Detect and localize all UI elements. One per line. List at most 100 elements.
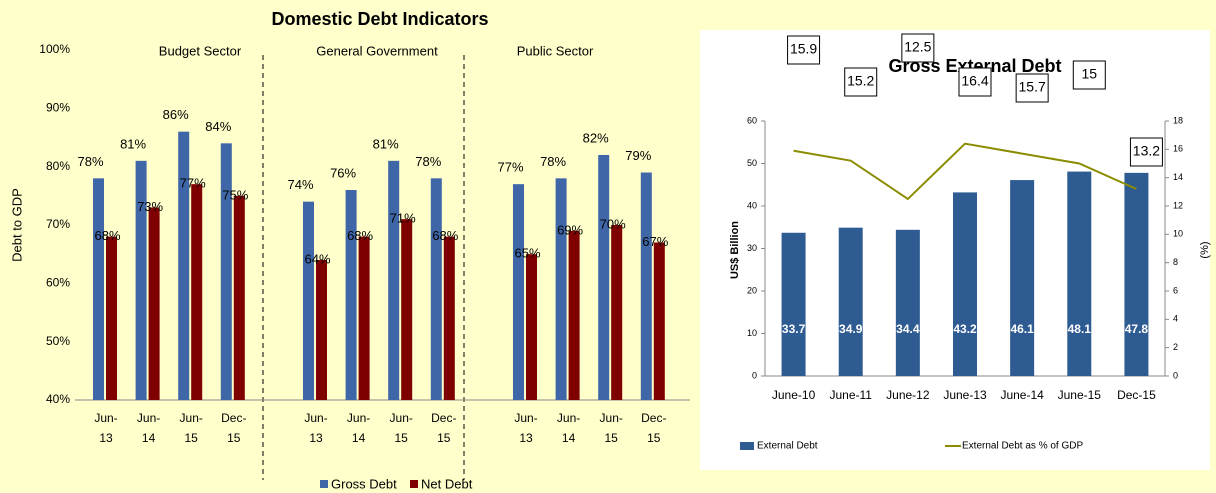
value-label-box — [1015, 73, 1049, 103]
value-label: 46.1 — [1010, 322, 1034, 336]
x-tick-label: Dec-15 — [1117, 388, 1156, 402]
legend-label: Net Debt — [421, 476, 473, 491]
x-tick-label-box: Jun-14 — [136, 411, 161, 445]
y-tick-label: 80% — [46, 159, 70, 173]
group-label: General Government — [316, 43, 438, 58]
bar — [1124, 172, 1149, 376]
y2-tick-label: 0 — [1173, 370, 1178, 380]
y2-tick-label: 6 — [1173, 285, 1178, 295]
value-label: 79% — [625, 148, 651, 163]
bar — [401, 219, 413, 400]
x-tick-label-box: Dec-15 — [641, 411, 667, 445]
bar — [148, 207, 160, 400]
y-axis-label: Debt to GDP — [9, 188, 24, 262]
x-tick-label-box: Jun-15 — [390, 411, 413, 445]
legend-swatch — [410, 480, 418, 488]
value-label: 78% — [415, 154, 441, 169]
bar — [316, 260, 327, 400]
value-label-box — [1072, 60, 1106, 90]
line — [793, 142, 1137, 201]
value-label: 34.9 — [839, 322, 863, 336]
bar — [135, 160, 147, 400]
x-tick-label-box: Jun-15 — [599, 411, 623, 445]
legend-label: External Debt as % of GDP — [962, 441, 1083, 452]
bar — [781, 232, 806, 376]
y-tick-label: 0 — [752, 370, 757, 380]
value-label: 81% — [373, 136, 399, 151]
y2-tick-label: 2 — [1173, 342, 1178, 352]
x-tick-label: June-12 — [886, 388, 930, 402]
bar — [640, 172, 652, 400]
value-label: 47.8 — [1125, 322, 1149, 336]
value-label: 15.7 — [1019, 79, 1046, 95]
bar — [106, 236, 117, 400]
bar — [303, 201, 314, 400]
bar — [358, 236, 370, 400]
value-label: 33.7 — [782, 322, 806, 336]
y2-axis-label: (%) — [1199, 241, 1211, 258]
y-tick-label: 60% — [46, 276, 70, 290]
value-label: 68% — [432, 228, 458, 243]
value-label-box — [844, 67, 878, 97]
bar — [443, 236, 455, 400]
bar — [345, 190, 357, 400]
value-label: 13.2 — [1133, 143, 1160, 159]
x-tick-label: Jun-13 — [514, 411, 538, 445]
x-tick-label: June-11 — [829, 388, 872, 402]
bar — [895, 229, 920, 376]
x-tick-label-box: Jun-13 — [94, 411, 118, 445]
bar — [1067, 171, 1092, 376]
value-label: 75% — [222, 187, 248, 202]
bar — [430, 178, 442, 400]
y-tick-label: 100% — [39, 42, 70, 56]
value-label: 64% — [304, 251, 330, 266]
bar — [838, 227, 863, 376]
x-tick-label-box: Jun-13 — [304, 411, 328, 445]
x-tick-label: Jun-14 — [346, 411, 371, 445]
x-tick-label: June-10 — [772, 388, 816, 402]
x-tick-label-box: Jun-15 — [180, 411, 203, 445]
value-label-box — [901, 33, 935, 63]
value-label: 78% — [540, 154, 566, 169]
value-label: 48.1 — [1068, 322, 1092, 336]
y-tick-label: 60 — [747, 115, 757, 125]
value-label: 77% — [180, 176, 206, 191]
value-label: 82% — [583, 130, 609, 145]
value-label-box — [787, 35, 821, 65]
x-tick-label-box: Jun-13 — [514, 411, 538, 445]
x-tick-label: Jun-14 — [556, 411, 581, 445]
bar — [568, 230, 580, 400]
y-tick-label: 50% — [46, 334, 70, 348]
y-tick-label: 20 — [747, 285, 757, 295]
y-tick-label: 70% — [46, 217, 70, 231]
x-tick-label: Dec-15 — [641, 411, 667, 445]
value-label: 15.2 — [847, 73, 874, 89]
value-label: 16.4 — [961, 73, 988, 89]
value-label: 84% — [205, 119, 231, 134]
legend-label: External Debt — [757, 441, 818, 452]
x-tick-label: Jun-14 — [136, 411, 161, 445]
x-tick-label: Jun-13 — [94, 411, 118, 445]
bar — [611, 225, 623, 400]
value-label: 71% — [390, 211, 416, 226]
x-tick-label: Jun-13 — [304, 411, 328, 445]
legend-swatch — [320, 480, 328, 488]
value-label: 73% — [137, 199, 163, 214]
value-label: 81% — [120, 136, 146, 151]
x-tick-label: Jun-15 — [599, 411, 623, 445]
value-label: 76% — [330, 165, 356, 180]
y2-tick-label: 12 — [1173, 200, 1183, 210]
bar — [388, 160, 400, 400]
x-tick-label: Dec-15 — [431, 411, 457, 445]
value-label: 78% — [77, 154, 103, 169]
value-label: 65% — [514, 246, 540, 261]
x-tick-label-box: Jun-14 — [556, 411, 581, 445]
y-tick-label: 10 — [747, 328, 757, 338]
x-tick-label: June-13 — [943, 388, 987, 402]
bar — [555, 178, 567, 400]
value-label-box — [1129, 137, 1163, 167]
value-label-box — [958, 67, 992, 97]
y-tick-label: 40% — [46, 392, 70, 406]
y-tick-label: 30 — [747, 243, 757, 253]
bar — [653, 242, 665, 400]
